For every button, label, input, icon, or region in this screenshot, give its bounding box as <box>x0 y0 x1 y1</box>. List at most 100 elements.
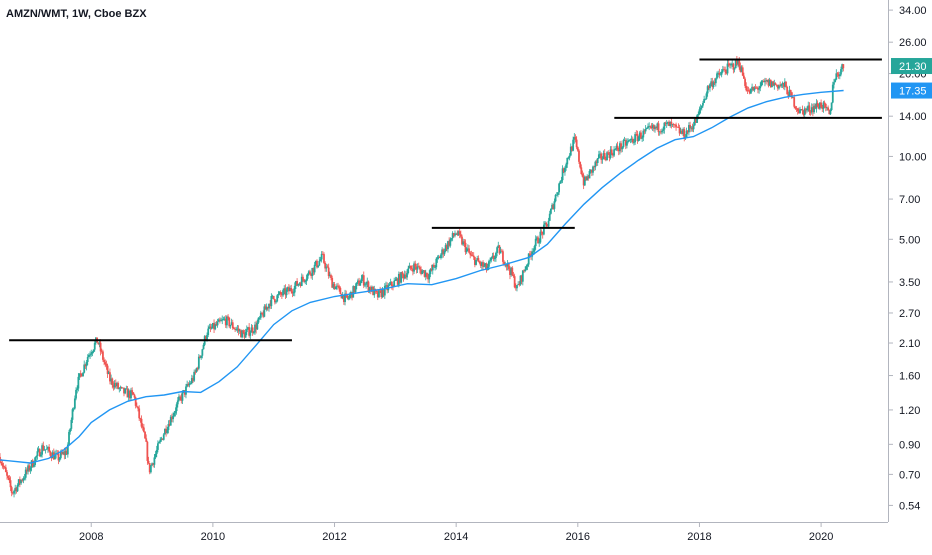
candle-body <box>716 73 718 79</box>
candle-body <box>624 140 627 146</box>
candle-body <box>4 467 7 473</box>
candle-body <box>571 146 573 151</box>
candle-body <box>258 317 261 319</box>
candle-body <box>237 328 240 332</box>
candle-body <box>86 357 89 362</box>
candle-body <box>449 239 452 246</box>
candle-body <box>114 383 117 387</box>
candle-body <box>175 404 178 412</box>
candle-body <box>61 452 63 454</box>
candle-body <box>800 109 803 110</box>
candle-body <box>816 102 819 107</box>
candle-body <box>647 126 649 128</box>
candle-body <box>644 128 647 132</box>
candle-body <box>314 260 317 265</box>
candle-body <box>216 321 219 326</box>
candle-body <box>561 168 564 181</box>
candle-body <box>720 71 723 75</box>
candle-body <box>313 264 316 273</box>
candle-body <box>699 107 702 110</box>
candle-body <box>222 319 225 320</box>
candle-body <box>724 69 727 72</box>
candle-body <box>755 87 758 89</box>
candle-body <box>452 233 455 236</box>
candle-body <box>485 263 488 271</box>
candle-body <box>479 263 482 266</box>
candle-body <box>760 81 763 87</box>
candle-body <box>42 445 45 451</box>
candle-body <box>29 467 32 471</box>
candle-body <box>488 261 490 267</box>
candle-body <box>318 260 321 266</box>
candle-body <box>118 388 121 390</box>
candle-body <box>793 97 796 107</box>
candle-body <box>661 130 663 133</box>
candle-body <box>215 324 218 326</box>
candle-body <box>262 313 265 317</box>
candle-body <box>302 276 304 280</box>
candle-body <box>406 273 408 278</box>
candle-body <box>368 287 371 291</box>
candle-body <box>476 258 479 260</box>
candle-body <box>90 353 93 355</box>
candle-body <box>810 107 813 113</box>
candle-body <box>204 336 207 340</box>
candle-body <box>688 125 690 133</box>
candle-body <box>180 397 183 401</box>
candle-body <box>234 328 237 330</box>
candle-body <box>552 204 555 209</box>
candle-body <box>303 279 306 282</box>
candle-body <box>333 284 336 290</box>
candle-body <box>728 64 731 66</box>
candle-body <box>710 81 713 85</box>
candle-body <box>601 158 604 160</box>
candle-body <box>92 349 95 353</box>
candle-body <box>594 161 597 168</box>
horizontal-levels-layer <box>9 58 882 342</box>
candle-body <box>26 469 28 472</box>
candle-body <box>128 390 131 399</box>
candle-body <box>456 233 459 235</box>
candle-body <box>734 59 737 69</box>
candle-body <box>353 286 356 293</box>
candle-body <box>478 261 481 264</box>
candle-body <box>295 281 297 286</box>
candle-body <box>99 342 102 352</box>
candle-body <box>227 316 229 318</box>
candle-body <box>278 291 281 295</box>
candle-body <box>389 281 392 285</box>
candle-body <box>364 284 366 286</box>
candle-body <box>541 231 544 235</box>
candle-body <box>769 79 772 88</box>
candle-body <box>803 108 806 115</box>
candle-body <box>378 290 380 298</box>
candle-body <box>482 262 484 267</box>
candle-body <box>347 297 350 299</box>
candle-body <box>84 364 87 367</box>
candle-body <box>270 296 273 307</box>
candle-body <box>692 125 695 130</box>
candle-body <box>228 317 231 327</box>
candle-body <box>397 273 400 285</box>
candle-body <box>593 166 596 168</box>
candle-body <box>107 372 110 374</box>
candle-body <box>840 69 842 75</box>
candle-body <box>499 250 502 254</box>
candle-body <box>628 140 631 141</box>
candle-body <box>573 137 576 140</box>
candle-body <box>470 254 473 256</box>
candle-body <box>463 241 466 243</box>
candle-body <box>431 264 434 271</box>
candle-body <box>293 285 296 293</box>
candle-body <box>503 261 506 265</box>
candle-body <box>731 63 734 65</box>
candle-body <box>772 81 775 86</box>
candle-body <box>702 102 704 106</box>
candle-body <box>420 269 422 275</box>
candle-body <box>526 264 529 267</box>
candle-body <box>413 263 415 272</box>
candle-body <box>797 111 800 114</box>
candle-body <box>637 136 640 141</box>
candle-body <box>312 267 315 273</box>
